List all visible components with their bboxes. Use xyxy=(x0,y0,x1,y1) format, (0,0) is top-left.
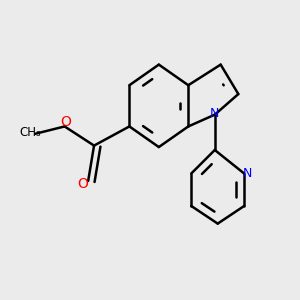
Text: CH₃: CH₃ xyxy=(19,126,41,139)
Text: N: N xyxy=(210,107,220,120)
Text: N: N xyxy=(243,167,252,180)
Text: O: O xyxy=(61,115,71,129)
Text: O: O xyxy=(77,177,88,191)
